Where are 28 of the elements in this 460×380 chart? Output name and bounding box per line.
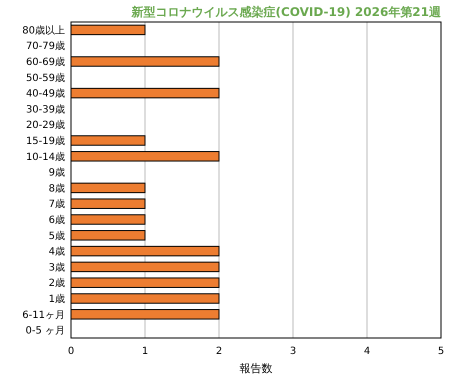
y-tick-label: 10-14歳 <box>26 150 65 163</box>
x-tick-label: 3 <box>290 346 296 357</box>
y-tick-label: 80歳以上 <box>22 24 65 36</box>
y-tick-label: 5歳 <box>48 230 65 242</box>
y-tick-label: 50-59歳 <box>26 72 65 84</box>
y-tick-label: 6-11ヶ月 <box>22 310 65 321</box>
y-tick-label: 1歳 <box>48 293 65 305</box>
x-tick-label: 1 <box>142 346 148 357</box>
x-tick-label: 0 <box>68 346 74 357</box>
y-tick-label: 40-49歳 <box>26 88 65 100</box>
y-tick-label: 9歳 <box>48 166 65 179</box>
y-tick-label: 4歳 <box>48 246 65 258</box>
x-tick-label: 5 <box>438 346 444 357</box>
chart-title: 新型コロナウイルス感染症(COVID-19) 2026年第21週 <box>130 5 442 19</box>
y-tick-label: 3歳 <box>48 261 65 274</box>
y-tick-label: 20-29歳 <box>26 119 65 132</box>
x-tick-label: 4 <box>364 346 370 357</box>
y-tick-label: 60-69歳 <box>26 56 65 68</box>
y-tick-label: 0-5 ヶ月 <box>25 326 65 337</box>
x-axis-title: 報告数 <box>240 362 272 375</box>
x-tick-label: 2 <box>216 346 222 357</box>
y-tick-label: 15-19歳 <box>26 135 65 147</box>
y-tick-label: 70-79歳 <box>26 40 65 52</box>
y-tick-label: 8歳 <box>48 182 65 194</box>
y-tick-label: 6歳 <box>48 214 65 226</box>
y-tick-label: 7歳 <box>48 198 65 210</box>
y-tick-label: 2歳 <box>48 277 65 290</box>
y-tick-label: 30-39歳 <box>26 103 65 116</box>
